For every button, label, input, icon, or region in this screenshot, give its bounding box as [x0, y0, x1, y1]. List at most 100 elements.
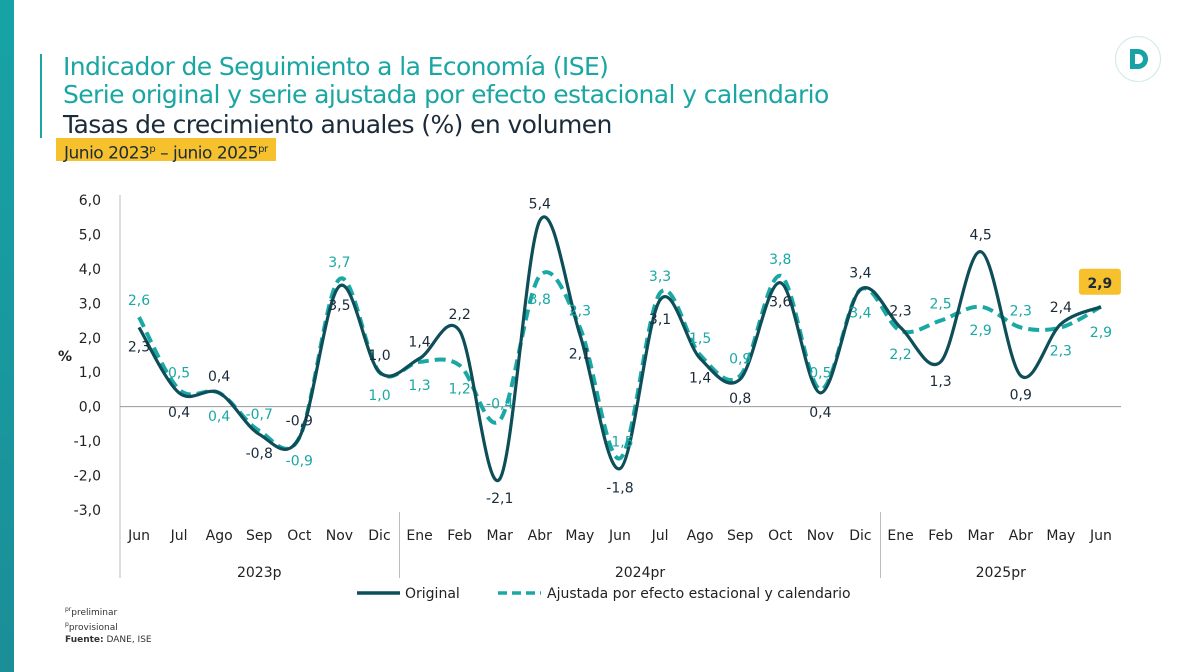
data-label-original: 2,2: [449, 307, 471, 323]
x-tick-label: Ene: [887, 528, 913, 544]
data-label-adjusted: 2,3: [569, 303, 591, 319]
data-label-original: 3,6: [769, 295, 791, 311]
x-group-label: 2025pr: [976, 565, 1027, 581]
data-label-original: 0,8: [729, 391, 751, 407]
y-tick-label: 1,0: [79, 365, 101, 381]
period-badge: Junio 2023p – junio 2025pr: [56, 138, 276, 164]
page-title: Indicador de Seguimiento a la Economía (…: [63, 52, 609, 81]
data-label-adjusted: 1,0: [368, 388, 390, 404]
period-start-sup: p: [149, 144, 156, 155]
note-preliminar: prpreliminar: [65, 606, 118, 618]
data-label-original: 2,3: [128, 339, 150, 355]
x-tick-label: Mar: [487, 528, 514, 544]
x-tick-label: Ago: [206, 528, 233, 544]
x-tick-label: Ago: [687, 528, 714, 544]
x-tick-label: Ene: [406, 528, 432, 544]
y-tick-label: 5,0: [79, 227, 101, 243]
x-tick-label: Jul: [651, 528, 669, 544]
x-tick-label: Feb: [928, 528, 953, 544]
data-label-adjusted: 2,5: [929, 297, 951, 313]
x-tick-label: May: [565, 528, 594, 544]
data-label-original: 1,4: [408, 334, 430, 350]
data-label-original: 3,1: [649, 312, 671, 328]
data-label-original: 2,9: [1088, 276, 1113, 292]
x-tick-label: Mar: [967, 528, 994, 544]
period-start: Junio 2023: [64, 143, 150, 164]
note-provisional: pprovisional: [65, 621, 118, 633]
data-label-original: 1,3: [929, 374, 951, 390]
data-label-adjusted: 0,5: [809, 365, 831, 381]
data-label-adjusted: 0,5: [168, 365, 190, 381]
data-label-original: -1,8: [606, 481, 633, 497]
data-label-original: -0,9: [286, 414, 313, 430]
data-label-original: -0,8: [246, 446, 273, 462]
x-tick-label: Nov: [326, 528, 353, 544]
footnotes: prpreliminar pprovisional Fuente: DANE, …: [65, 604, 152, 646]
data-label-adjusted: 3,8: [529, 292, 551, 308]
data-label-adjusted: 2,3: [1050, 343, 1072, 359]
x-tick-label: Sep: [246, 528, 273, 544]
data-label-original: 3,5: [328, 298, 350, 314]
x-tick-label: Jul: [170, 528, 188, 544]
x-tick-label: Sep: [727, 528, 754, 544]
x-tick-label: Jun: [1089, 528, 1112, 544]
data-label-original: 0,9: [1010, 388, 1032, 404]
data-label-adjusted: 3,7: [328, 255, 350, 271]
data-label-adjusted: 3,8: [769, 252, 791, 268]
y-axis-label: %: [58, 349, 72, 365]
x-tick-label: Oct: [768, 528, 793, 544]
data-label-original: 4,5: [970, 228, 992, 244]
x-tick-label: Dic: [368, 528, 390, 544]
accent-bar: [0, 0, 14, 672]
x-tick-label: May: [1046, 528, 1075, 544]
data-label-adjusted: -0,9: [286, 454, 313, 470]
x-group-label: 2024pr: [615, 565, 666, 581]
y-tick-label: 3,0: [79, 296, 101, 312]
period-end-sup: pr: [258, 144, 268, 155]
title-rule: [40, 54, 42, 138]
data-label-adjusted: 3,4: [849, 306, 871, 322]
data-label-original: 3,4: [849, 266, 871, 282]
x-tick-label: Jun: [127, 528, 150, 544]
x-tick-label: Oct: [287, 528, 312, 544]
data-label-adjusted: -0,7: [246, 407, 273, 423]
data-label-original: 5,4: [529, 197, 551, 213]
x-tick-label: Dic: [849, 528, 871, 544]
data-label-adjusted: 0,9: [729, 352, 751, 368]
data-label-adjusted: 2,9: [1090, 325, 1112, 341]
series-line-original: [137, 215, 1102, 483]
x-tick-label: Nov: [807, 528, 834, 544]
data-label-adjusted: 1,3: [408, 378, 430, 394]
legend-label-original: Original: [405, 586, 460, 602]
data-label-adjusted: 1,5: [689, 331, 711, 347]
data-label-original: 2,3: [889, 303, 911, 319]
data-label-adjusted: 1,2: [449, 381, 471, 397]
source-note: Fuente: DANE, ISE: [65, 635, 152, 645]
data-label-adjusted: 3,3: [649, 269, 671, 285]
data-label-original: 2,4: [1050, 300, 1072, 316]
page-subtitle-2: Tasas de crecimiento anuales (%) en volu…: [63, 110, 612, 139]
data-label-adjusted: 0,4: [208, 409, 230, 425]
data-label-adjusted: -1,5: [606, 434, 633, 450]
data-label-original: 2,1: [569, 346, 591, 362]
data-label-adjusted: 2,6: [128, 293, 150, 309]
y-tick-label: -3,0: [74, 503, 101, 519]
data-label-adjusted: 2,3: [1010, 303, 1032, 319]
y-tick-label: 0,0: [79, 400, 101, 416]
page-subtitle: Serie original y serie ajustada por efec…: [63, 80, 829, 109]
data-label-original: -2,1: [486, 491, 513, 507]
series-line-adjusted: [137, 270, 1102, 461]
y-tick-label: -1,0: [74, 434, 101, 450]
legend-label-adjusted: Ajustada por efecto estacional y calenda…: [547, 586, 851, 602]
y-tick-label: 6,0: [79, 193, 101, 209]
data-label-adjusted: 2,2: [889, 347, 911, 363]
x-tick-label: Jun: [608, 528, 631, 544]
dane-logo-icon: [1115, 36, 1161, 82]
data-label-original: 0,4: [208, 369, 230, 385]
period-end: – junio 2025: [155, 143, 259, 164]
data-label-adjusted: -0,4: [486, 396, 513, 412]
x-tick-label: Abr: [528, 528, 552, 544]
data-label-original: 1,0: [368, 348, 390, 364]
data-label-adjusted: 2,9: [970, 323, 992, 339]
